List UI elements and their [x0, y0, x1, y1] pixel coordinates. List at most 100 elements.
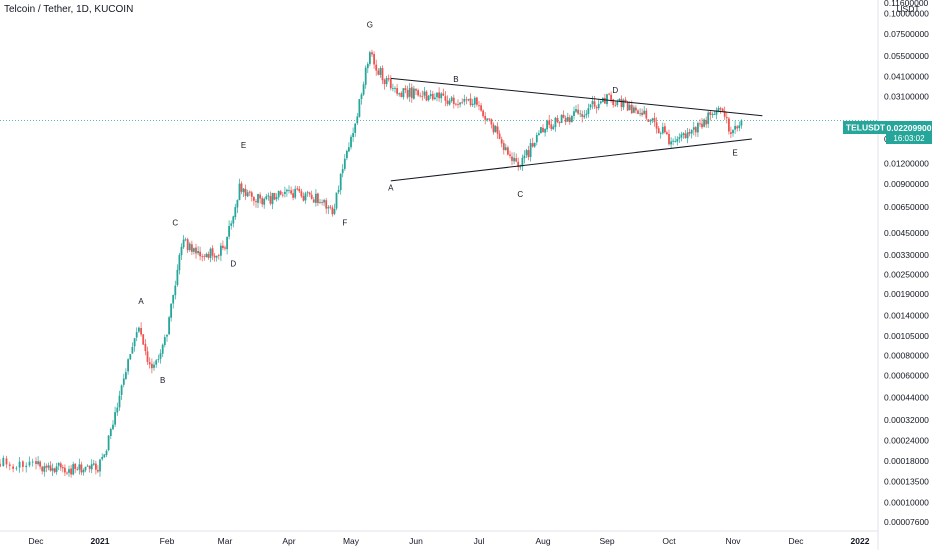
candle [109, 427, 112, 440]
candle-body [381, 68, 384, 81]
candle [686, 128, 689, 144]
candle [144, 339, 147, 356]
candle-body [222, 245, 224, 248]
candle-body [732, 129, 734, 134]
candle-body [398, 93, 401, 95]
candle-body [448, 100, 451, 105]
candle [692, 121, 695, 136]
candle-body [178, 255, 181, 271]
candle-body [193, 248, 195, 252]
candle [655, 117, 658, 134]
candle [583, 110, 586, 119]
candle-body [736, 126, 739, 129]
candle-body [738, 125, 741, 129]
candle-body [339, 173, 342, 190]
candle [581, 110, 584, 123]
candle-body [45, 465, 48, 468]
candle [413, 85, 415, 100]
candle [425, 90, 428, 102]
y-tick-label: 0.01200000 [884, 159, 929, 169]
candle [628, 101, 631, 111]
candle-body [610, 94, 612, 100]
y-tick-label: 0.05500000 [884, 51, 929, 61]
candle [217, 253, 220, 260]
candle-body [12, 466, 14, 469]
candle-body [159, 353, 162, 359]
candle-body [455, 103, 457, 105]
candle-body [238, 183, 241, 201]
candle-body [385, 78, 388, 85]
candle [279, 190, 282, 196]
candle [417, 88, 419, 97]
candle-body [525, 150, 528, 156]
wave-label: D [230, 260, 236, 269]
candle-body [579, 113, 582, 115]
candle-body [31, 461, 34, 463]
candle-body [682, 133, 685, 135]
candle [197, 246, 199, 256]
candle [366, 61, 369, 74]
candle [325, 198, 328, 214]
candle [459, 102, 461, 108]
candle-body [542, 127, 544, 133]
candle-body [312, 199, 315, 203]
trendline[interactable] [390, 77, 763, 117]
candle-body [490, 119, 493, 125]
candle-body [558, 122, 561, 124]
y-tick-label: 0.00060000 [884, 371, 929, 381]
candle-body [120, 385, 123, 395]
candle [635, 105, 637, 114]
candle-body [507, 147, 509, 155]
candle [105, 449, 108, 458]
candle [133, 337, 136, 352]
candle [398, 92, 401, 97]
candle [546, 119, 548, 133]
symbol-tag-bg [843, 121, 888, 134]
candle-body [459, 102, 461, 105]
candle [269, 191, 272, 206]
candle-body [188, 243, 191, 251]
candle-body [383, 79, 386, 85]
candle-body [498, 133, 501, 139]
candle-body [358, 99, 361, 117]
candle [248, 190, 251, 196]
candle-body [450, 97, 453, 102]
candle-body [575, 109, 577, 112]
candle-body [290, 190, 292, 194]
candle-body [612, 99, 615, 105]
candle [375, 59, 378, 76]
candle [360, 92, 363, 105]
candle [263, 197, 266, 209]
y-tick-label: 0.00013500 [884, 476, 929, 486]
candle [730, 126, 732, 138]
candle [321, 199, 323, 206]
candle-body [184, 239, 187, 241]
candle-body [476, 97, 478, 105]
trendline[interactable] [390, 138, 752, 182]
candle-body [360, 94, 363, 99]
wave-label: E [241, 141, 246, 150]
wave-label: C [172, 219, 178, 228]
candle-body [678, 137, 681, 139]
x-axis[interactable]: Dec 2021 Feb Mar Apr May Jun Jul Aug Sep Oct Nov Dec… [28, 536, 869, 546]
candle [118, 390, 121, 411]
candle-body [226, 236, 228, 250]
candle-body [728, 118, 730, 132]
candle-body [209, 248, 212, 258]
candle [61, 464, 64, 473]
candle [690, 129, 693, 139]
candle-body [325, 200, 328, 209]
candle-body [114, 412, 116, 425]
candle [699, 119, 701, 127]
candle [438, 87, 440, 102]
candle [498, 130, 501, 140]
candle-body [701, 123, 703, 128]
candle [207, 251, 210, 260]
candle-body [205, 253, 208, 257]
candle-body [604, 98, 606, 104]
candle [533, 142, 536, 148]
candle [174, 280, 177, 300]
candle-body [246, 192, 249, 197]
